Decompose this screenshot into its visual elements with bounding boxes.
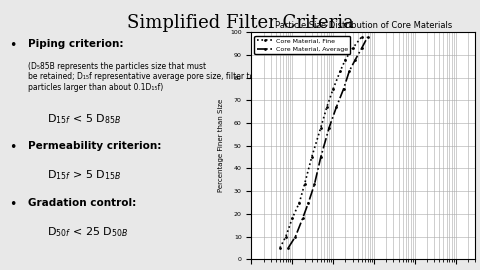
Core Material, Fine: [309, 156, 314, 159]
Line: Core Material, Average: Core Material, Average: [287, 36, 369, 249]
Core Material, Average: [293, 235, 299, 238]
Text: Simplified Filter Criteria: Simplified Filter Criteria: [127, 14, 353, 32]
Core Material, Fine: [318, 126, 324, 129]
Core Material, Fine: [277, 246, 283, 249]
Core Material, Average: [318, 156, 324, 159]
Core Material, Average: [359, 47, 364, 50]
Core Material, Fine: [289, 217, 295, 220]
Core Material, Average: [334, 106, 339, 109]
Text: D$_{15f}$ < 5 D$_{85B}$: D$_{15f}$ < 5 D$_{85B}$: [47, 112, 121, 126]
Core Material, Average: [312, 183, 317, 186]
Legend: Core Material, Fine, Core Material, Average: Core Material, Fine, Core Material, Aver…: [254, 36, 350, 54]
Text: D$_{15f}$ > 5 D$_{15B}$: D$_{15f}$ > 5 D$_{15B}$: [47, 168, 121, 182]
Text: Gradation control:: Gradation control:: [28, 198, 136, 208]
Text: Permeability criterion:: Permeability criterion:: [28, 141, 162, 151]
Core Material, Fine: [297, 201, 302, 204]
Core Material, Average: [306, 201, 312, 204]
Core Material, Average: [352, 58, 358, 61]
Text: •: •: [10, 198, 17, 211]
Y-axis label: Percentage Finer than Size: Percentage Finer than Size: [218, 99, 225, 193]
Text: Piping criterion:: Piping criterion:: [28, 39, 124, 49]
Core Material, Average: [326, 126, 332, 129]
Core Material, Average: [286, 246, 291, 249]
Core Material, Fine: [337, 69, 343, 73]
Core Material, Average: [341, 87, 347, 91]
Core Material, Fine: [359, 35, 364, 39]
Text: •: •: [10, 141, 17, 154]
Core Material, Fine: [301, 183, 307, 186]
Text: (D₅85B represents the particles size that must
be retained; D₁₅f representative : (D₅85B represents the particles size tha…: [28, 62, 273, 92]
Core Material, Average: [347, 69, 352, 73]
Core Material, Average: [300, 217, 306, 220]
Line: Core Material, Fine: Core Material, Fine: [278, 36, 363, 249]
Core Material, Fine: [324, 106, 330, 109]
Core Material, Fine: [330, 87, 336, 91]
Core Material, Average: [365, 35, 371, 39]
Title: Particle Size Distribution of Core Materials: Particle Size Distribution of Core Mater…: [275, 21, 452, 30]
Text: •: •: [10, 39, 17, 52]
Core Material, Fine: [343, 58, 348, 61]
Core Material, Fine: [283, 235, 289, 238]
Text: D$_{50f}$ < 25 D$_{50B}$: D$_{50f}$ < 25 D$_{50B}$: [47, 225, 128, 239]
Core Material, Fine: [350, 47, 356, 50]
